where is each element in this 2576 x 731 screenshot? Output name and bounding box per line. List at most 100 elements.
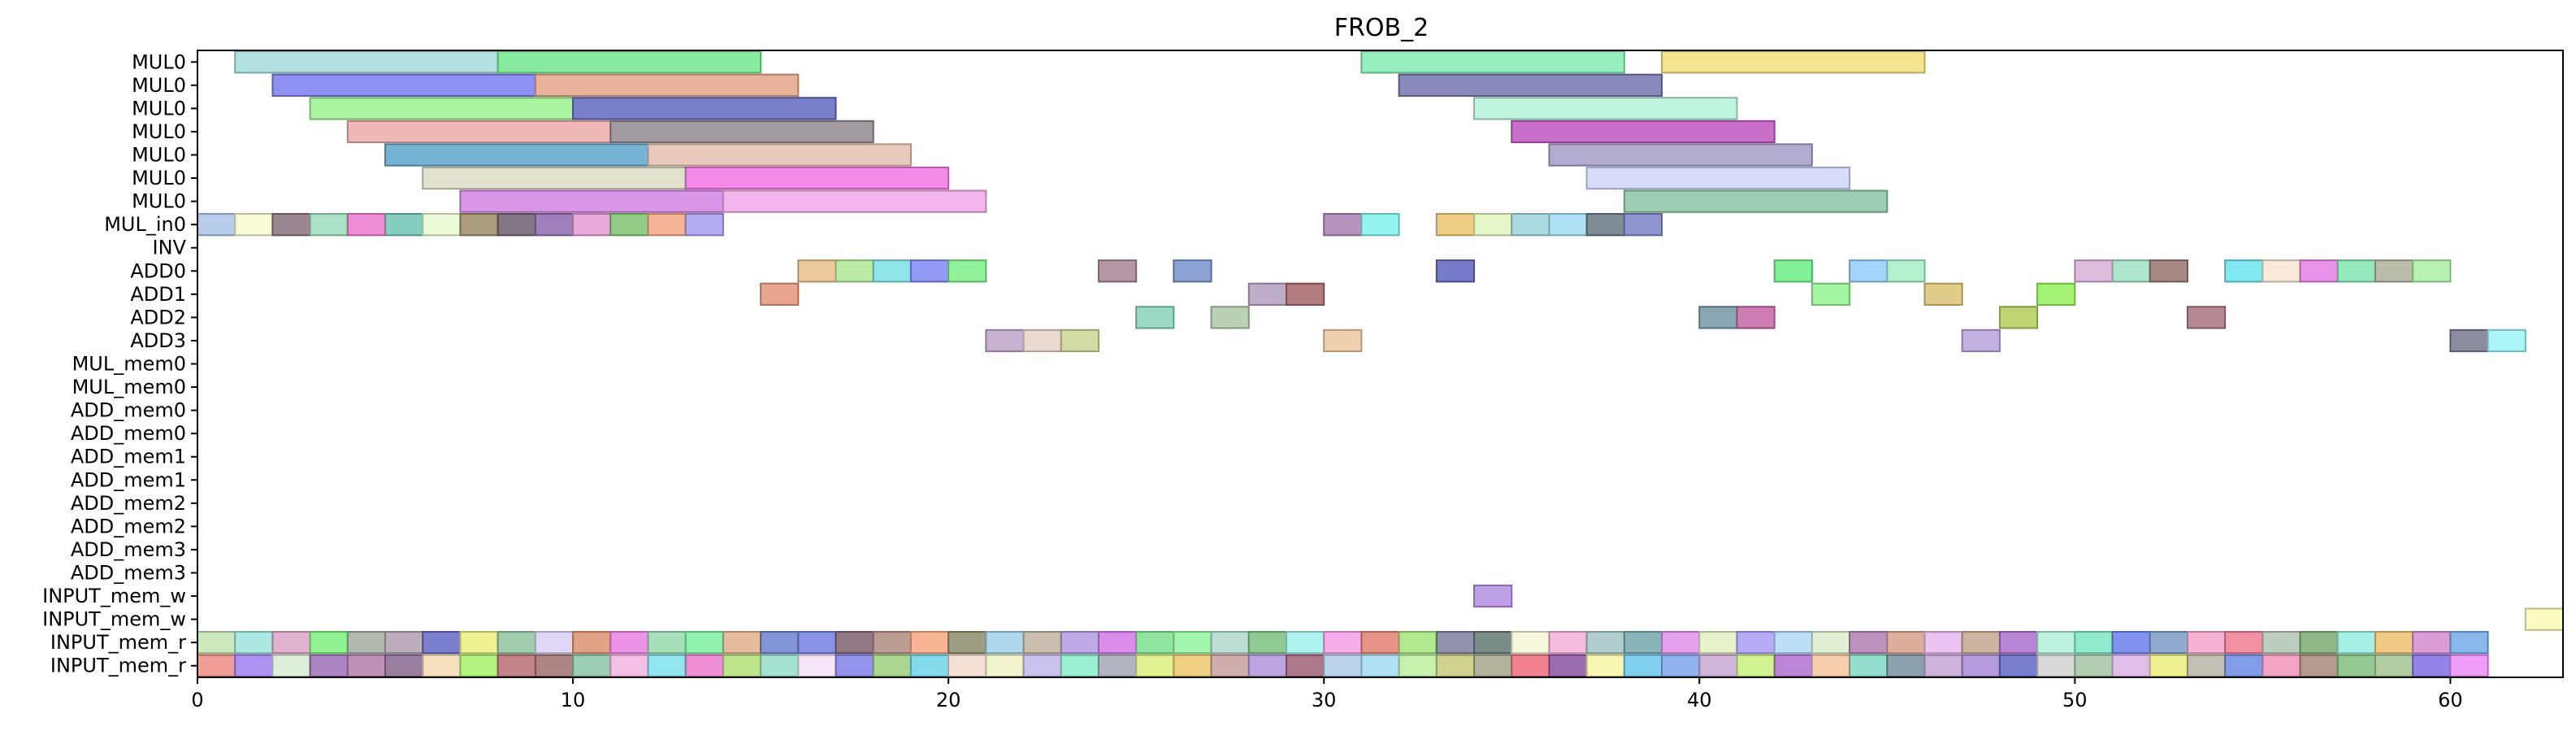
task-bar: [271, 213, 311, 237]
task-bar: [1511, 120, 1776, 144]
task-bar: [909, 259, 950, 283]
task-bar: [872, 654, 912, 677]
plot-frame: [197, 50, 2564, 678]
task-bar: [1285, 282, 1325, 306]
task-bar: [2224, 631, 2264, 655]
y-tick-label: INV: [153, 237, 187, 259]
task-bar: [2374, 654, 2414, 677]
task-bar: [2449, 654, 2489, 677]
task-bars: [197, 50, 2565, 677]
task-bar: [1585, 654, 1625, 677]
task-bar: [1811, 282, 1851, 306]
task-bar: [1585, 166, 1851, 190]
y-tick-label: MUL_in0: [104, 213, 186, 236]
task-bar: [1998, 654, 2039, 677]
task-bar: [1511, 213, 1550, 237]
task-bar: [1849, 631, 1889, 655]
y-tick-label: ADD_mem1: [71, 468, 186, 491]
task-bar: [1473, 654, 1513, 677]
task-bar: [835, 631, 874, 655]
task-bar: [1923, 654, 1963, 677]
task-bar: [572, 654, 612, 677]
task-bar: [197, 213, 236, 237]
task-bar: [1173, 259, 1212, 283]
task-bar: [2336, 654, 2376, 677]
task-bar: [909, 631, 950, 655]
task-bar: [346, 654, 387, 677]
y-tick-label: ADD_mem3: [71, 562, 186, 585]
task-bar: [1173, 631, 1212, 655]
task-bar: [1360, 50, 1625, 74]
y-tick-label: ADD_mem0: [71, 422, 186, 445]
y-tick-label: ADD0: [130, 259, 186, 282]
task-bar: [2412, 654, 2452, 677]
task-bar: [722, 631, 762, 655]
task-bar: [1398, 631, 1438, 655]
task-bar: [684, 213, 724, 237]
task-bar: [1623, 631, 1663, 655]
y-tick-label: ADD1: [130, 283, 186, 306]
y-axis: MUL0MUL0MUL0MUL0MUL0MUL0MUL0MUL_in0INVAD…: [42, 50, 197, 677]
y-tick-label: ADD_mem2: [71, 515, 186, 537]
task-bar: [2374, 259, 2414, 283]
y-tick-label: ADD_mem1: [71, 446, 186, 468]
task-bar: [384, 143, 649, 167]
task-bar: [1435, 213, 1476, 237]
task-bar: [647, 654, 687, 677]
task-bar: [797, 631, 837, 655]
task-bar: [497, 213, 536, 237]
task-bar: [1473, 631, 1513, 655]
task-bar: [647, 213, 687, 237]
task-bar: [2149, 259, 2188, 283]
task-bar: [2412, 631, 2452, 655]
task-bar: [1998, 306, 2039, 329]
task-bar: [1736, 654, 1776, 677]
task-bar: [497, 654, 536, 677]
task-bar: [1097, 259, 1138, 283]
task-bar: [1135, 654, 1175, 677]
task-bar: [534, 631, 575, 655]
task-bar: [1435, 654, 1476, 677]
task-bar: [1886, 631, 1926, 655]
task-bar: [234, 654, 274, 677]
task-bar: [1097, 631, 1138, 655]
task-bar: [1060, 631, 1099, 655]
task-bar: [1323, 654, 1363, 677]
task-bar: [985, 329, 1025, 353]
task-bar: [835, 654, 874, 677]
task-bar: [2111, 631, 2151, 655]
task-bar: [1247, 282, 1287, 306]
task-bar: [684, 631, 724, 655]
task-bar: [1661, 631, 1701, 655]
task-bar: [985, 654, 1025, 677]
task-bar: [2374, 631, 2414, 655]
task-bar: [1961, 654, 2001, 677]
task-bar: [1811, 631, 1851, 655]
task-bar: [572, 97, 837, 120]
task-bar: [722, 189, 987, 213]
task-bar: [1022, 329, 1062, 353]
x-tick-label: 60: [2438, 689, 2463, 711]
task-bar: [1210, 654, 1250, 677]
task-bar: [2412, 259, 2452, 283]
task-bar: [909, 654, 950, 677]
x-tick-label: 10: [561, 689, 586, 711]
task-bar: [1698, 306, 1738, 329]
y-tick-label: MUL0: [132, 74, 186, 97]
task-bar: [609, 120, 874, 144]
task-bar: [1773, 654, 1813, 677]
task-bar: [1323, 631, 1363, 655]
task-bar: [1548, 213, 1588, 237]
task-bar: [1961, 329, 2001, 353]
task-bar: [797, 259, 837, 283]
task-bar: [2224, 259, 2264, 283]
task-bar: [2074, 654, 2114, 677]
task-bar: [2262, 631, 2301, 655]
task-bar: [1060, 654, 1099, 677]
task-bar: [1022, 654, 1062, 677]
task-bar: [534, 654, 575, 677]
task-bar: [1285, 654, 1325, 677]
task-bar: [760, 654, 800, 677]
task-bar: [1849, 259, 1889, 283]
task-bar: [797, 654, 837, 677]
